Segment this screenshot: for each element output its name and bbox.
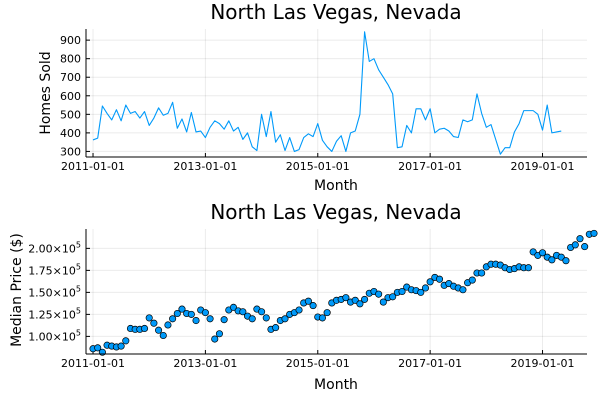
median-price-point bbox=[201, 309, 209, 317]
homes-sold-xtick-label: 2013-01-01 bbox=[173, 160, 237, 173]
median-price-point bbox=[122, 337, 130, 345]
homes-sold-ytick-label: 700 bbox=[60, 71, 81, 84]
median-price-ylabel: Median Price ($) bbox=[9, 233, 25, 347]
median-price-point bbox=[375, 290, 383, 298]
median-price-ytick-label: 1.25×105 bbox=[28, 306, 81, 321]
median-price-point bbox=[323, 309, 331, 317]
median-price-point bbox=[145, 314, 153, 322]
median-price-point bbox=[538, 249, 547, 257]
homes-sold-grid bbox=[86, 29, 587, 157]
median-price-point bbox=[229, 303, 238, 311]
homes-sold-ytick-label: 600 bbox=[60, 90, 81, 103]
homes-sold-series bbox=[92, 31, 562, 155]
median-price-point bbox=[248, 315, 256, 323]
median-price-point bbox=[548, 256, 556, 264]
median-price-point bbox=[169, 315, 177, 323]
median-price-point bbox=[435, 275, 444, 283]
median-price-point bbox=[571, 241, 579, 249]
median-price-xtick-label: 2011-01-01 bbox=[61, 357, 125, 370]
median-price-point bbox=[150, 319, 158, 327]
median-price-point bbox=[140, 324, 149, 333]
median-price-xtick-label: 2015-01-01 bbox=[286, 357, 350, 370]
median-price-xtick-label: 2013-01-01 bbox=[173, 357, 237, 370]
median-price-xtick-label: 2017-01-01 bbox=[398, 357, 462, 370]
homes-sold-ytick-label: 300 bbox=[60, 145, 81, 158]
median-price-point bbox=[426, 278, 434, 286]
median-price-point bbox=[178, 305, 186, 313]
median-price-xtick-label: 2019-01-01 bbox=[511, 357, 575, 370]
median-price-point bbox=[187, 310, 195, 318]
median-price-point bbox=[468, 276, 476, 284]
median-price-point bbox=[581, 243, 589, 251]
median-price-point bbox=[159, 331, 167, 340]
median-price-point bbox=[351, 296, 359, 304]
median-price-point bbox=[94, 344, 102, 352]
median-price-point bbox=[155, 326, 163, 334]
median-price-point bbox=[164, 321, 172, 329]
median-price-point bbox=[524, 264, 533, 272]
median-price-point bbox=[211, 335, 219, 343]
median-price-point bbox=[389, 293, 397, 301]
median-price-point bbox=[262, 314, 270, 322]
median-price-point bbox=[356, 300, 364, 308]
median-price-panel: North Las Vegas, Nevada Month Median Pri… bbox=[9, 200, 598, 393]
median-price-point bbox=[576, 235, 584, 243]
homes-sold-panel: North Las Vegas, Nevada Month Homes Sold… bbox=[38, 0, 587, 194]
median-price-point bbox=[421, 284, 430, 292]
median-price-point bbox=[173, 309, 181, 318]
median-price-point bbox=[318, 314, 327, 322]
median-price-title: North Las Vegas, Nevada bbox=[210, 200, 461, 224]
homes-sold-xtick-label: 2019-01-01 bbox=[511, 160, 575, 173]
median-price-point bbox=[478, 269, 486, 277]
median-price-point bbox=[206, 315, 214, 323]
homes-sold-ytick-label: 400 bbox=[60, 127, 81, 140]
median-price-point bbox=[309, 302, 317, 310]
median-price-point bbox=[361, 295, 369, 303]
homes-sold-title: North Las Vegas, Nevada bbox=[210, 0, 461, 24]
homes-sold-xtick-label: 2011-01-01 bbox=[61, 160, 125, 173]
median-price-point bbox=[258, 308, 266, 316]
median-price-series bbox=[89, 229, 598, 356]
median-price-point bbox=[192, 316, 200, 325]
median-price-point bbox=[281, 315, 289, 323]
homes-sold-xtick-label: 2015-01-01 bbox=[286, 160, 350, 173]
median-price-point bbox=[562, 257, 570, 265]
median-price-xlabel: Month bbox=[314, 377, 358, 393]
homes-sold-ytick-label: 500 bbox=[60, 108, 81, 121]
median-price-point bbox=[342, 294, 350, 302]
homes-sold-ytick-label: 800 bbox=[60, 53, 81, 66]
median-price-point bbox=[529, 248, 537, 256]
median-price-point bbox=[295, 306, 303, 314]
median-price-ytick-label: 1.00×105 bbox=[28, 328, 81, 343]
median-price-ytick-label: 1.75×105 bbox=[28, 262, 81, 277]
homes-sold-xlabel: Month bbox=[314, 178, 358, 194]
median-price-ticks: 2011-01-01 2013-01-01 2015-01-01 2017-01-01… bbox=[28, 240, 574, 370]
median-price-ytick-label: 2.00×105 bbox=[28, 240, 81, 255]
median-price-point bbox=[272, 324, 280, 332]
homes-sold-ytick-label: 900 bbox=[60, 34, 81, 47]
homes-sold-xtick-label: 2017-01-01 bbox=[398, 160, 462, 173]
median-price-point bbox=[398, 287, 406, 296]
homes-sold-ylabel: Homes Sold bbox=[38, 51, 54, 134]
median-price-point bbox=[220, 316, 228, 324]
homes-sold-ticks: 2011-01-01 2013-01-01 2015-01-01 2017-01-01… bbox=[60, 34, 574, 173]
median-price-point bbox=[590, 229, 598, 237]
median-price-point bbox=[239, 308, 247, 316]
median-price-point bbox=[459, 286, 467, 294]
homes-sold-line bbox=[92, 31, 562, 155]
median-price-point bbox=[417, 288, 425, 296]
median-price-point bbox=[304, 297, 312, 305]
median-price-point bbox=[557, 253, 565, 261]
median-price-grid bbox=[86, 229, 587, 354]
median-price-ytick-label: 1.50×105 bbox=[28, 284, 81, 299]
median-price-point bbox=[379, 298, 387, 306]
median-price-point bbox=[215, 330, 223, 338]
median-price-point bbox=[117, 342, 125, 350]
